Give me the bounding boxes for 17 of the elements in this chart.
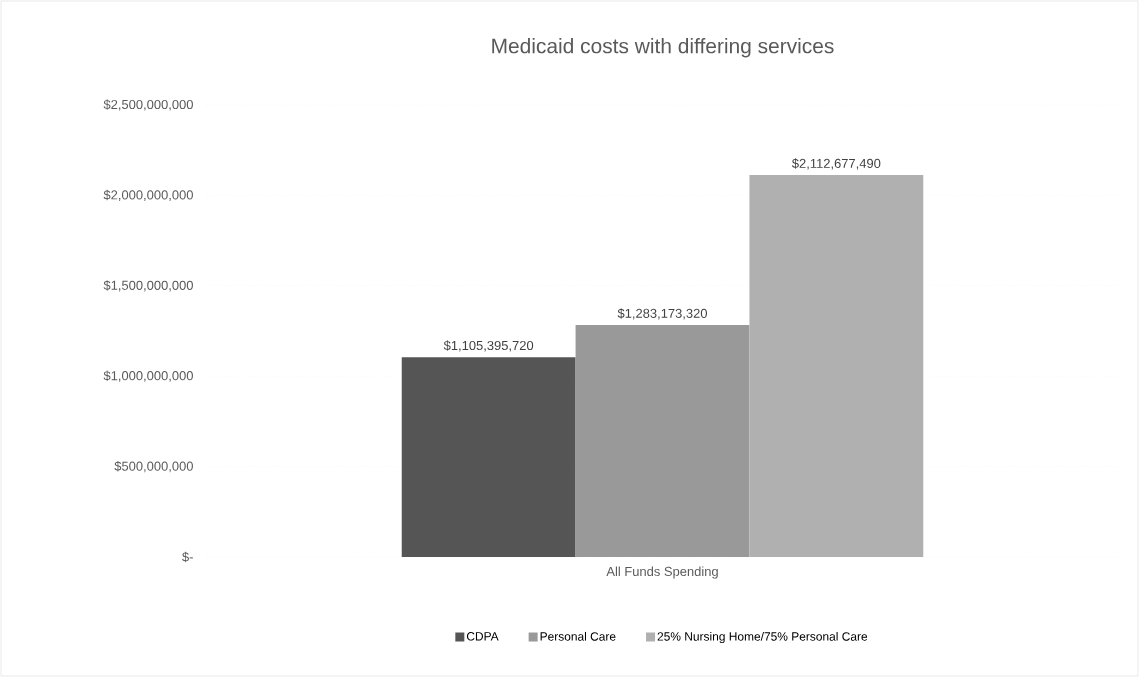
legend-label: CDPA [466,632,499,641]
bar [401,357,576,557]
data-label: $1,105,395,720 [443,340,534,352]
y-tick-label: $2,500,000,000 [103,99,193,111]
legend-label: 25% Nursing Home/75% Personal Care [657,631,868,644]
data-label: $2,112,677,490 [791,158,881,170]
y-tick-label: $1,500,000,000 [103,280,193,292]
bar [749,175,924,557]
y-tick-label: $- [182,551,193,563]
data-label: $1,283,173,320 [617,308,707,320]
legend-label: Personal Care [540,631,616,641]
x-tick-label: All Funds Spending [606,566,718,579]
y-tick-label: $500,000,000 [114,460,193,473]
y-tick-label: $1,000,000,000 [103,370,193,382]
bar [575,325,750,557]
y-tick-label: $2,000,000,000 [103,189,193,202]
chart-title: Medicaid costs with differing services [492,38,834,58]
